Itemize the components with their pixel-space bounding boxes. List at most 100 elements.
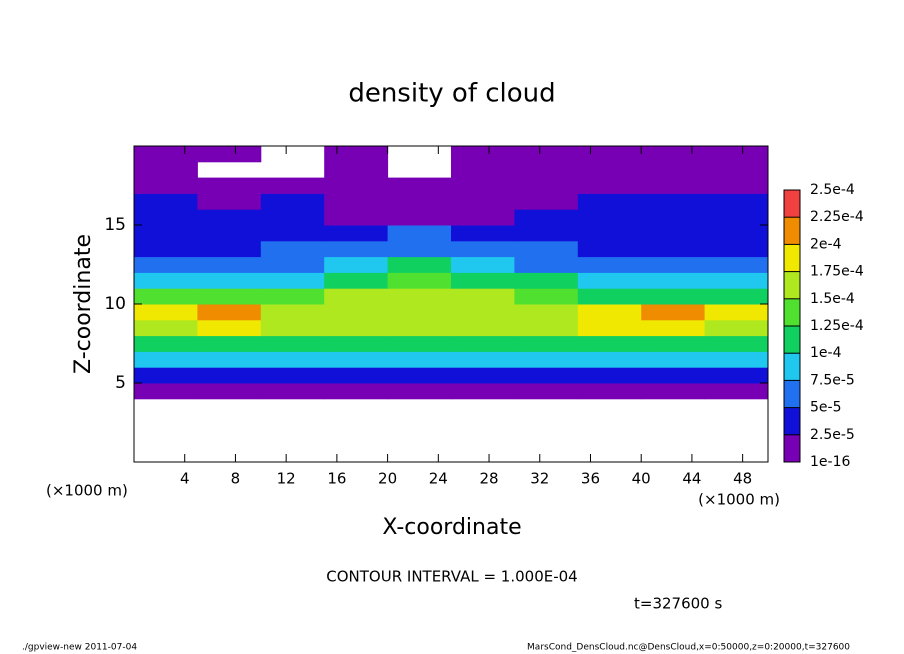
x-tick-label: 28 bbox=[479, 470, 498, 488]
cell bbox=[324, 335, 389, 352]
cell bbox=[324, 225, 389, 242]
colorbar-swatch bbox=[784, 380, 800, 408]
cell bbox=[641, 319, 706, 337]
colorbar-label: 2.25e-4 bbox=[810, 209, 864, 225]
cell bbox=[387, 383, 452, 400]
cell bbox=[134, 288, 198, 305]
cell bbox=[134, 367, 198, 384]
footer-left: ./gpview-new 2011-07-04 bbox=[22, 643, 137, 653]
y-tick-label: 15 bbox=[104, 215, 126, 235]
cell bbox=[514, 304, 579, 321]
cell bbox=[704, 319, 769, 337]
x-tick-label: 44 bbox=[682, 470, 701, 488]
cell bbox=[451, 304, 515, 321]
cell bbox=[260, 351, 325, 368]
cell bbox=[451, 177, 515, 194]
cell bbox=[514, 209, 579, 226]
cell bbox=[704, 161, 769, 179]
cell bbox=[577, 256, 642, 273]
colorbar-label: 1.75e-4 bbox=[810, 264, 864, 280]
cell bbox=[134, 177, 198, 194]
colorbar-swatch bbox=[784, 298, 800, 326]
cell bbox=[197, 256, 262, 273]
cell bbox=[451, 256, 515, 273]
colorbar-label: 1.25e-4 bbox=[810, 318, 864, 334]
cell bbox=[134, 351, 198, 368]
cell bbox=[451, 335, 515, 352]
colorbar-swatch bbox=[784, 326, 800, 354]
cell bbox=[577, 304, 642, 321]
cell bbox=[641, 383, 706, 400]
cell bbox=[387, 209, 452, 226]
cell bbox=[197, 177, 262, 194]
cell bbox=[451, 240, 515, 258]
cell bbox=[260, 367, 325, 384]
cell bbox=[641, 209, 706, 226]
cell bbox=[260, 209, 325, 226]
cell bbox=[197, 319, 262, 337]
cell bbox=[451, 146, 515, 163]
cell bbox=[260, 335, 325, 352]
cell bbox=[704, 256, 769, 273]
cell bbox=[704, 240, 769, 258]
x-tick-label: 36 bbox=[581, 470, 600, 488]
cell bbox=[451, 383, 515, 400]
colorbar-swatch bbox=[784, 217, 800, 245]
x-tick-label: 32 bbox=[530, 470, 549, 488]
cell bbox=[577, 288, 642, 305]
cell bbox=[387, 193, 452, 210]
cell bbox=[134, 146, 198, 163]
cell bbox=[451, 209, 515, 226]
contour-note: CONTOUR INTERVAL = 1.000E-04 bbox=[326, 568, 577, 586]
cell bbox=[451, 225, 515, 242]
cell bbox=[451, 161, 515, 179]
colorbar-label: 5e-5 bbox=[810, 400, 841, 416]
cell bbox=[260, 240, 325, 258]
cell bbox=[134, 304, 198, 321]
cell bbox=[577, 367, 642, 384]
cell bbox=[134, 225, 198, 242]
cell bbox=[387, 256, 452, 273]
cell bbox=[197, 367, 262, 384]
cell bbox=[704, 177, 769, 194]
cell bbox=[197, 288, 262, 305]
cell bbox=[577, 225, 642, 242]
cell bbox=[324, 383, 389, 400]
cell bbox=[577, 177, 642, 194]
cell bbox=[577, 161, 642, 179]
cell bbox=[324, 319, 389, 337]
cell bbox=[387, 304, 452, 321]
cell bbox=[577, 335, 642, 352]
cell bbox=[514, 146, 579, 163]
cell bbox=[514, 335, 579, 352]
x-tick-label: 40 bbox=[632, 470, 651, 488]
cell bbox=[324, 288, 389, 305]
colorbar-label: 7.5e-5 bbox=[810, 372, 855, 388]
cell bbox=[451, 319, 515, 337]
cell bbox=[324, 177, 389, 194]
cell bbox=[451, 193, 515, 210]
colorbar-swatch bbox=[784, 190, 800, 218]
y-unit-label: (×1000 m) bbox=[46, 482, 128, 500]
cell bbox=[324, 161, 389, 179]
cell bbox=[704, 209, 769, 226]
cell bbox=[387, 319, 452, 337]
cell bbox=[641, 304, 706, 321]
cell bbox=[514, 193, 579, 210]
cell bbox=[197, 272, 262, 289]
cell bbox=[577, 193, 642, 210]
cell bbox=[197, 383, 262, 400]
x-tick-label: 16 bbox=[327, 470, 346, 488]
cell bbox=[260, 225, 325, 242]
cell bbox=[641, 367, 706, 384]
cell bbox=[641, 161, 706, 179]
cell bbox=[704, 272, 769, 289]
cell bbox=[641, 256, 706, 273]
cell bbox=[514, 351, 579, 368]
cell bbox=[197, 351, 262, 368]
cell bbox=[324, 351, 389, 368]
cell bbox=[451, 272, 515, 289]
cell bbox=[641, 272, 706, 289]
cell bbox=[197, 240, 262, 258]
cell bbox=[324, 240, 389, 258]
